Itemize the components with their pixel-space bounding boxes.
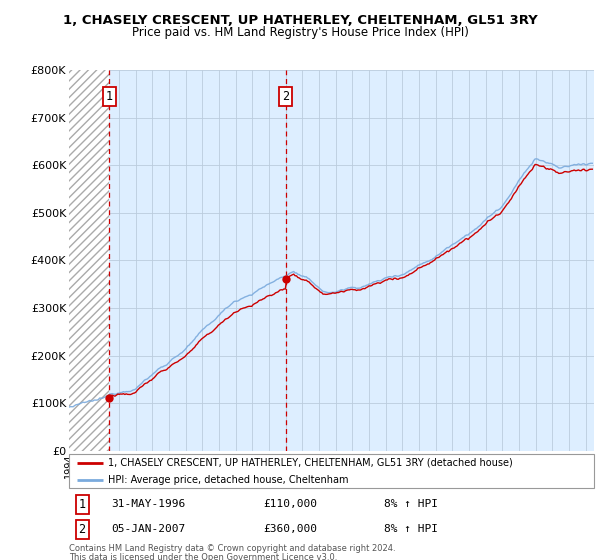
Bar xyxy=(69,70,109,451)
Text: 2: 2 xyxy=(79,523,86,536)
Text: 2: 2 xyxy=(282,90,289,102)
Text: 1: 1 xyxy=(106,90,113,102)
Text: 31-MAY-1996: 31-MAY-1996 xyxy=(111,500,185,509)
Text: £110,000: £110,000 xyxy=(263,500,317,509)
FancyBboxPatch shape xyxy=(69,454,594,488)
Text: 8% ↑ HPI: 8% ↑ HPI xyxy=(384,500,438,509)
Text: £360,000: £360,000 xyxy=(263,525,317,534)
Text: 1: 1 xyxy=(79,498,86,511)
Text: 05-JAN-2007: 05-JAN-2007 xyxy=(111,525,185,534)
Text: Price paid vs. HM Land Registry's House Price Index (HPI): Price paid vs. HM Land Registry's House … xyxy=(131,26,469,39)
Text: Contains HM Land Registry data © Crown copyright and database right 2024.: Contains HM Land Registry data © Crown c… xyxy=(69,544,395,553)
Text: 8% ↑ HPI: 8% ↑ HPI xyxy=(384,525,438,534)
Text: HPI: Average price, detached house, Cheltenham: HPI: Average price, detached house, Chel… xyxy=(109,475,349,484)
Bar xyxy=(69,70,109,451)
Text: 1, CHASELY CRESCENT, UP HATHERLEY, CHELTENHAM, GL51 3RY: 1, CHASELY CRESCENT, UP HATHERLEY, CHELT… xyxy=(62,14,538,27)
Text: 1, CHASELY CRESCENT, UP HATHERLEY, CHELTENHAM, GL51 3RY (detached house): 1, CHASELY CRESCENT, UP HATHERLEY, CHELT… xyxy=(109,458,513,468)
Text: This data is licensed under the Open Government Licence v3.0.: This data is licensed under the Open Gov… xyxy=(69,553,337,560)
